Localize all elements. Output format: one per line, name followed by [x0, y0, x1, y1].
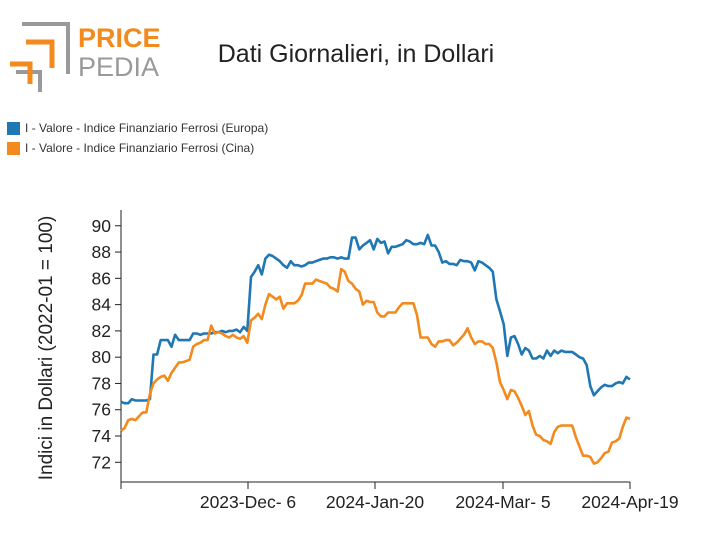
- logo-text-top: PRICE: [78, 23, 161, 53]
- pricepedia-logo: PRICE PEDIA: [10, 22, 161, 92]
- y-axis-label: Indici in Dollari (2022-01 = 100): [36, 216, 57, 481]
- logo-text-bottom: PEDIA: [78, 52, 159, 82]
- chart-legend: I - Valore - Indice Finanziario Ferrosi …: [7, 118, 268, 158]
- legend-swatch-cina: [7, 141, 20, 155]
- y-tick-label: 80: [92, 347, 112, 367]
- y-tick-label: 86: [92, 268, 111, 288]
- logo-mark-icon: [10, 22, 70, 92]
- x-tick-label: 2024-Jan-20: [326, 492, 425, 512]
- x-tick-label: 2023-Dec- 6: [200, 492, 296, 512]
- y-tick-label: 76: [92, 400, 111, 420]
- legend-label-cina: I - Valore - Indice Finanziario Ferrosi …: [25, 141, 255, 155]
- y-tick-label: 72: [92, 452, 111, 472]
- legend-item-europa: I - Valore - Indice Finanziario Ferrosi …: [7, 118, 268, 138]
- y-tick-label: 90: [92, 216, 112, 236]
- y-tick-label: 74: [92, 426, 112, 446]
- y-tick-label: 84: [92, 295, 112, 315]
- legend-item-cina: I - Valore - Indice Finanziario Ferrosi …: [7, 138, 268, 158]
- legend-swatch-europa: [7, 121, 20, 135]
- y-tick-label: 82: [92, 321, 111, 341]
- chart-axes: 72 74 76 78 80 82 84 86 88 90 2023-Dec- 6 2024-Jan-…: [92, 210, 679, 512]
- y-tick-label: 78: [92, 373, 111, 393]
- legend-label-europa: I - Valore - Indice Finanziario Ferrosi …: [25, 121, 269, 135]
- chart-series: [120, 233, 631, 465]
- chart-title: Dati Giornalieri, in Dollari: [217, 40, 495, 68]
- y-tick-label: 88: [92, 242, 111, 262]
- series-line-cina: [120, 267, 631, 465]
- x-tick-label: 2024-Mar- 5: [455, 492, 550, 512]
- x-tick-label: 2024-Apr-19: [581, 492, 678, 512]
- series-line-europa: [120, 233, 631, 405]
